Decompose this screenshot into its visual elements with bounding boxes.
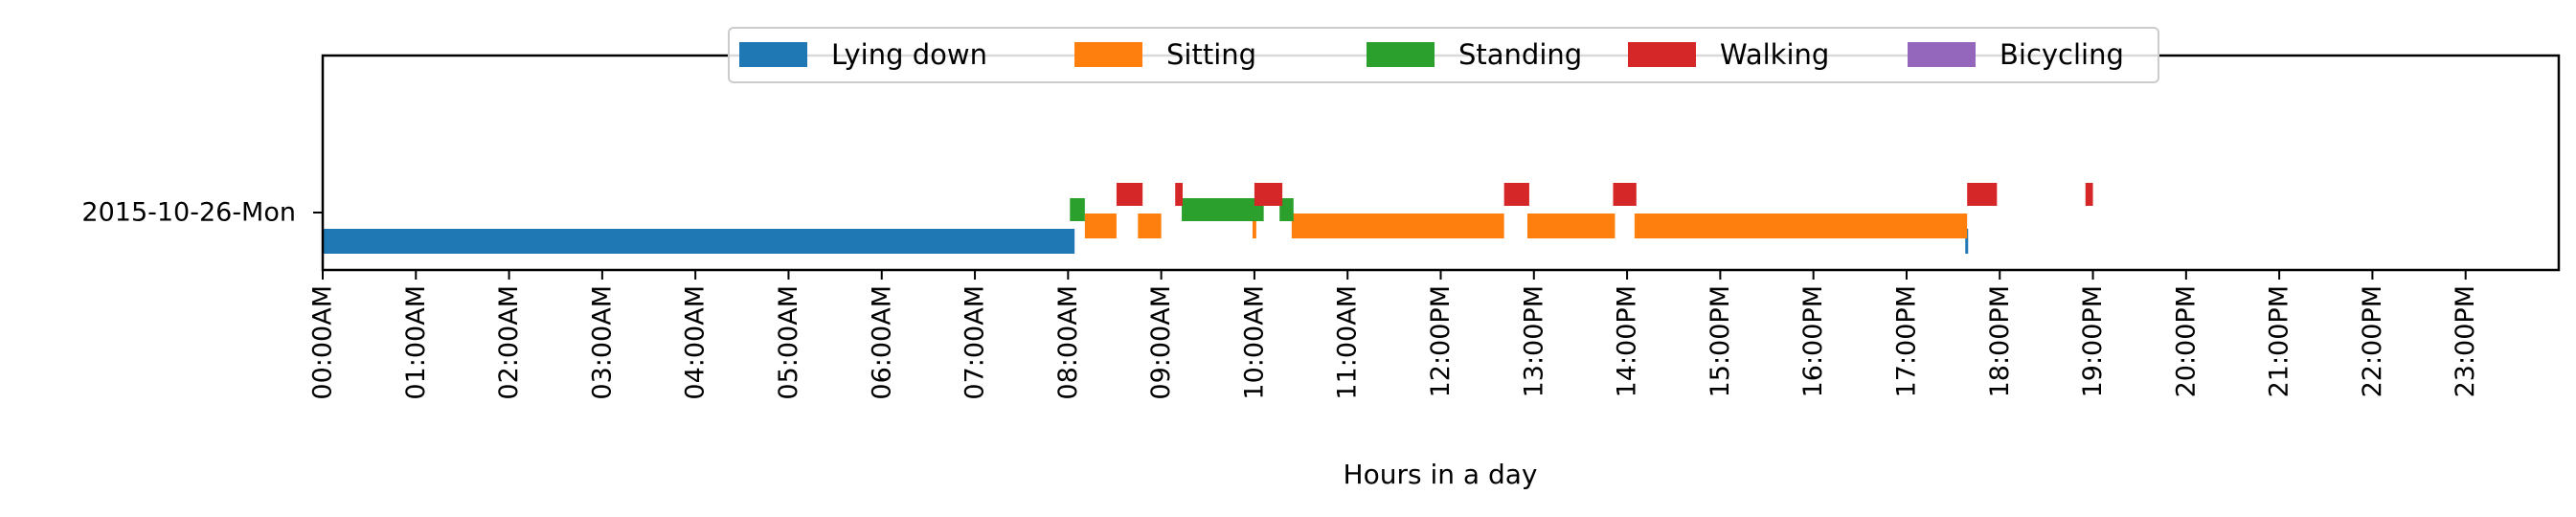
x-tick-label-16: 16:00PM (1798, 285, 1828, 397)
x-tick-label-10: 10:00AM (1239, 285, 1269, 400)
legend: Lying down Sitting Standing Walking Bicyclin… (728, 27, 2159, 83)
x-tick-label-14: 14:00PM (1613, 285, 1642, 397)
x-tick-label-20: 20:00PM (2171, 285, 2201, 397)
legend-label-standing: Standing (1458, 38, 1582, 71)
x-axis-label: Hours in a day (1344, 459, 1538, 490)
x-tick-label-13: 13:00PM (1519, 285, 1548, 397)
bar-lying-down-0 (323, 229, 1075, 254)
legend-label-bicycling: Bicycling (2000, 38, 2124, 71)
x-tick-label-19: 19:00PM (2078, 285, 2108, 397)
x-tick-label-9: 09:00AM (1146, 285, 1176, 400)
bar-walking-4 (1613, 183, 1637, 206)
bar-sitting-2 (1252, 214, 1256, 238)
x-tick-label-23: 23:00PM (2451, 285, 2480, 397)
bar-walking-0 (1116, 183, 1143, 206)
bar-standing-2 (1279, 198, 1294, 221)
bar-walking-2 (1254, 183, 1283, 206)
bar-sitting-0 (1084, 214, 1117, 238)
bar-sitting-1 (1138, 214, 1162, 238)
x-tick-label-3: 03:00AM (587, 285, 617, 400)
legend-swatch-sitting (1074, 42, 1142, 67)
x-tick-label-17: 17:00PM (1891, 285, 1921, 397)
x-axis: 00:00AM 01:00AM 02:00AM 03:00AM 04:00AM 05:00… (308, 270, 2480, 400)
bar-walking-1 (1175, 183, 1184, 206)
x-tick-label-22: 22:00PM (2358, 285, 2387, 397)
legend-swatch-standing (1367, 42, 1435, 67)
x-tick-label-7: 07:00AM (960, 285, 990, 400)
legend-label-sitting: Sitting (1166, 38, 1256, 71)
x-tick-label-5: 05:00AM (774, 285, 803, 400)
x-tick-label-11: 11:00AM (1333, 285, 1363, 400)
bar-walking-6 (2085, 183, 2093, 206)
y-axis: 2015-10-26-Mon (81, 198, 323, 228)
bar-walking-5 (1967, 183, 1998, 206)
y-tick-label-0: 2015-10-26-Mon (81, 198, 296, 228)
bar-walking-3 (1503, 183, 1529, 206)
bar-standing-1 (1182, 198, 1264, 221)
legend-label-walking: Walking (1720, 38, 1829, 71)
bar-sitting-4 (1526, 214, 1616, 238)
x-tick-label-6: 06:00AM (867, 285, 896, 400)
bar-lying-down-1 (1965, 229, 1969, 254)
legend-swatch-lying-down (739, 42, 807, 67)
x-tick-label-0: 00:00AM (308, 285, 338, 400)
bars-layer (323, 183, 2093, 254)
bar-sitting-3 (1291, 214, 1504, 238)
x-tick-label-4: 04:00AM (681, 285, 711, 400)
x-tick-label-12: 12:00PM (1426, 285, 1456, 397)
x-tick-label-15: 15:00PM (1706, 285, 1735, 397)
x-tick-label-1: 01:00AM (401, 285, 431, 400)
x-tick-label-21: 21:00PM (2265, 285, 2294, 397)
x-tick-label-18: 18:00PM (1985, 285, 2015, 397)
legend-swatch-walking (1628, 42, 1696, 67)
legend-swatch-bicycling (1908, 42, 1976, 67)
x-tick-label-8: 08:00AM (1053, 285, 1083, 400)
bar-standing-0 (1070, 198, 1085, 221)
legend-label-lying-down: Lying down (831, 38, 987, 71)
x-tick-label-2: 02:00AM (494, 285, 524, 400)
legend-box (728, 27, 2159, 83)
bar-sitting-5 (1634, 214, 1968, 238)
